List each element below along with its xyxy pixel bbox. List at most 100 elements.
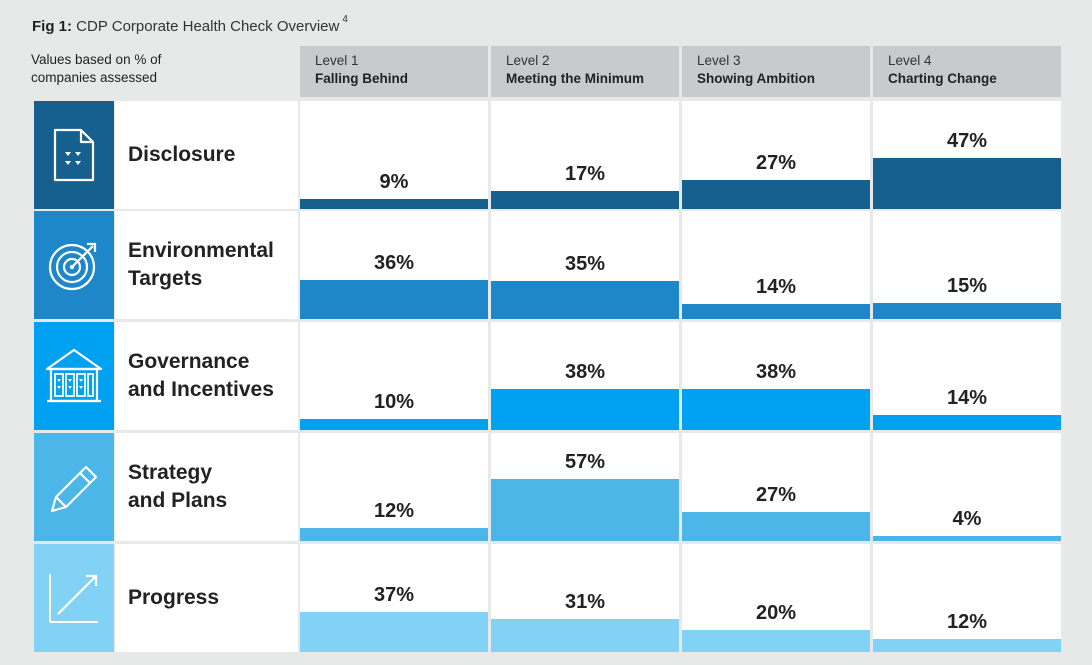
row-icon-progress	[34, 544, 114, 652]
bar	[682, 179, 870, 209]
data-label: 31%	[564, 590, 606, 613]
data-label: 10%	[373, 391, 415, 414]
cell-disclosure-level-4: 47%	[873, 101, 1061, 209]
bar	[873, 639, 1061, 652]
bar	[873, 414, 1061, 430]
row-label-line-2: and Plans	[128, 489, 228, 512]
column-level-name: Falling Behind	[315, 71, 408, 86]
bar	[491, 618, 679, 652]
document-icon	[51, 127, 97, 183]
row-icon-disclosure	[34, 101, 114, 209]
cell-disclosure-level-2: 17%	[491, 101, 679, 209]
cell-governance-and-incentives-level-2: 38%	[491, 322, 679, 430]
bar	[873, 158, 1061, 209]
column-header-level-4: Level 4 Charting Change	[873, 46, 1061, 97]
row-label-line-1: Governance	[128, 350, 250, 373]
data-label: 37%	[373, 584, 415, 607]
data-label: 38%	[755, 360, 797, 383]
cell-governance-and-incentives-level-1: 10%	[300, 322, 488, 430]
column-header-level-2: Level 2 Meeting the Minimum	[491, 46, 679, 97]
row-label-text: Disclosure	[128, 141, 235, 169]
data-label: 47%	[946, 130, 988, 153]
data-label: 12%	[946, 611, 988, 634]
data-label: 15%	[946, 274, 988, 297]
column-level: Level 2	[506, 53, 550, 68]
row-label-text: Strategy and Plans	[128, 459, 227, 515]
row-label-line-1: Disclosure	[128, 143, 236, 166]
cell-governance-and-incentives-level-4: 14%	[873, 322, 1061, 430]
column-level: Level 1	[315, 53, 359, 68]
pencil-icon	[46, 459, 102, 515]
target-icon	[47, 238, 101, 292]
row-label-text: Governance and Incentives	[128, 348, 274, 404]
row-label-environmental-targets: Environmental Targets	[115, 211, 298, 319]
row-icon-strategy-and-plans	[34, 433, 114, 541]
column-level-name: Showing Ambition	[697, 71, 815, 86]
cell-disclosure-level-3: 27%	[682, 101, 870, 209]
data-label: 14%	[946, 386, 988, 409]
bar	[491, 281, 679, 319]
row-label-strategy-and-plans: Strategy and Plans	[115, 433, 298, 541]
values-note: Values based on % of companies assessed	[31, 51, 231, 87]
row-label-line-2: Targets	[128, 267, 203, 290]
bar	[491, 479, 679, 541]
row-label-disclosure: Disclosure	[115, 101, 298, 209]
values-note-line-1: Values based on % of	[31, 52, 162, 67]
data-label: 14%	[755, 275, 797, 298]
row-icon-governance-and-incentives	[34, 322, 114, 430]
cell-progress-level-4: 12%	[873, 544, 1061, 652]
data-label: 57%	[564, 451, 606, 474]
row-label-line-1: Progress	[128, 586, 220, 609]
data-label: 35%	[564, 253, 606, 276]
row-label-line-1: Strategy	[128, 461, 213, 484]
row-label-progress: Progress	[115, 544, 298, 652]
bar	[491, 388, 679, 430]
figure-label: Fig 1:	[32, 18, 72, 35]
bar	[491, 190, 679, 209]
cell-strategy-and-plans-level-1: 12%	[300, 433, 488, 541]
cell-strategy-and-plans-level-3: 27%	[682, 433, 870, 541]
cell-environmental-targets-level-3: 14%	[682, 211, 870, 319]
bar	[300, 280, 488, 319]
figure-title: Fig 1: CDP Corporate Health Check Overvi…	[32, 14, 348, 35]
bar	[300, 199, 488, 209]
bar	[873, 536, 1061, 541]
bar	[300, 612, 488, 652]
cell-strategy-and-plans-level-4: 4%	[873, 433, 1061, 541]
row-label-text: Environmental Targets	[128, 237, 274, 293]
data-label: 20%	[755, 602, 797, 625]
footnote-marker: 4	[342, 14, 348, 25]
cell-disclosure-level-1: 9%	[300, 101, 488, 209]
bar	[682, 630, 870, 652]
cell-progress-level-2: 31%	[491, 544, 679, 652]
building-icon	[44, 347, 104, 405]
bar	[873, 302, 1061, 319]
cell-progress-level-1: 37%	[300, 544, 488, 652]
data-label: 17%	[564, 162, 606, 185]
data-label: 38%	[564, 360, 606, 383]
data-label: 27%	[755, 151, 797, 174]
data-label: 27%	[755, 483, 797, 506]
bar	[682, 511, 870, 541]
figure-title-text: CDP Corporate Health Check Overview	[76, 18, 340, 35]
column-header-level-3: Level 3 Showing Ambition	[682, 46, 870, 97]
row-label-governance-and-incentives: Governance and Incentives	[115, 322, 298, 430]
row-label-text: Progress	[128, 584, 219, 612]
cell-environmental-targets-level-1: 36%	[300, 211, 488, 319]
bar	[300, 528, 488, 541]
data-label: 9%	[379, 171, 409, 194]
row-label-line-2: and Incentives	[128, 378, 274, 401]
column-level: Level 4	[888, 53, 932, 68]
data-label: 4%	[952, 508, 982, 530]
cell-environmental-targets-level-4: 15%	[873, 211, 1061, 319]
values-note-line-2: companies assessed	[31, 70, 158, 85]
cell-environmental-targets-level-2: 35%	[491, 211, 679, 319]
trend-arrow-icon	[46, 570, 102, 626]
bar	[682, 388, 870, 430]
column-level-name: Charting Change	[888, 71, 997, 86]
data-label: 12%	[373, 500, 415, 523]
cell-strategy-and-plans-level-2: 57%	[491, 433, 679, 541]
data-label: 36%	[373, 252, 415, 275]
column-level-name: Meeting the Minimum	[506, 71, 644, 86]
bar	[682, 303, 870, 319]
